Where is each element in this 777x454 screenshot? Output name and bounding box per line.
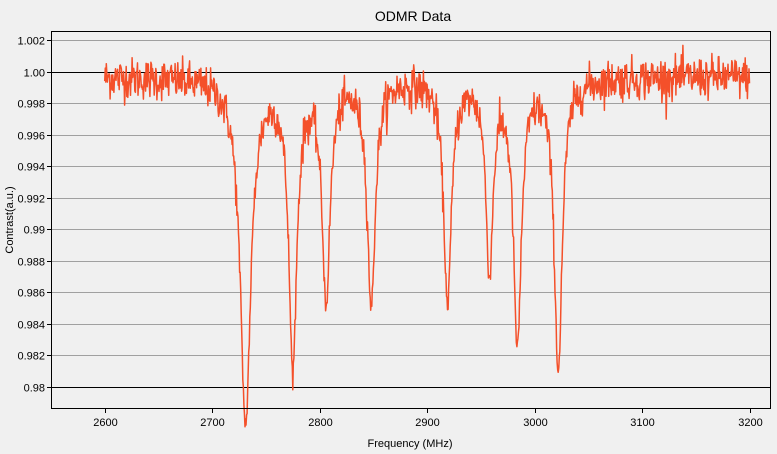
x-tick-label: 3100 (630, 417, 654, 429)
series-layer (103, 44, 751, 428)
x-tick-label: 2800 (308, 417, 332, 429)
y-tick-label: 0.98 (24, 383, 45, 395)
plot-frame (51, 31, 771, 409)
y-tick-label: 0.996 (17, 131, 45, 143)
y-tick-label: 0.984 (17, 320, 45, 332)
x-tick-label: 2700 (200, 417, 224, 429)
x-axis-label: Frequency (MHz) (368, 438, 453, 450)
y-tick-label: 0.988 (17, 257, 45, 269)
y-tick-label: 1.00 (24, 68, 45, 80)
y-tick-label: 0.998 (17, 99, 45, 111)
x-tick-label: 2900 (415, 417, 439, 429)
y-tick-label: 1.002 (17, 36, 45, 48)
y-tick-label: 0.986 (17, 288, 45, 300)
y-tick-label: 0.992 (17, 194, 45, 206)
chart-title: ODMR Data (375, 8, 451, 24)
odmr-data-line (103, 44, 751, 428)
y-tick-label: 0.994 (17, 162, 45, 174)
x-axis-ticks: 2600 2700 2800 2900 3000 3100 3200 (93, 409, 763, 429)
y-tick-label: 0.99 (24, 225, 45, 237)
y-tick-label: 0.982 (17, 351, 45, 363)
y-axis-ticks: 0.98 0.982 0.984 0.986 0.988 0.99 0.992 0.994 0.… (17, 36, 51, 395)
x-tick-label: 3200 (738, 417, 762, 429)
x-tick-label: 2600 (93, 417, 117, 429)
y-axis-label: Contrast(a.u.) (4, 186, 16, 253)
x-tick-label: 3000 (523, 417, 547, 429)
